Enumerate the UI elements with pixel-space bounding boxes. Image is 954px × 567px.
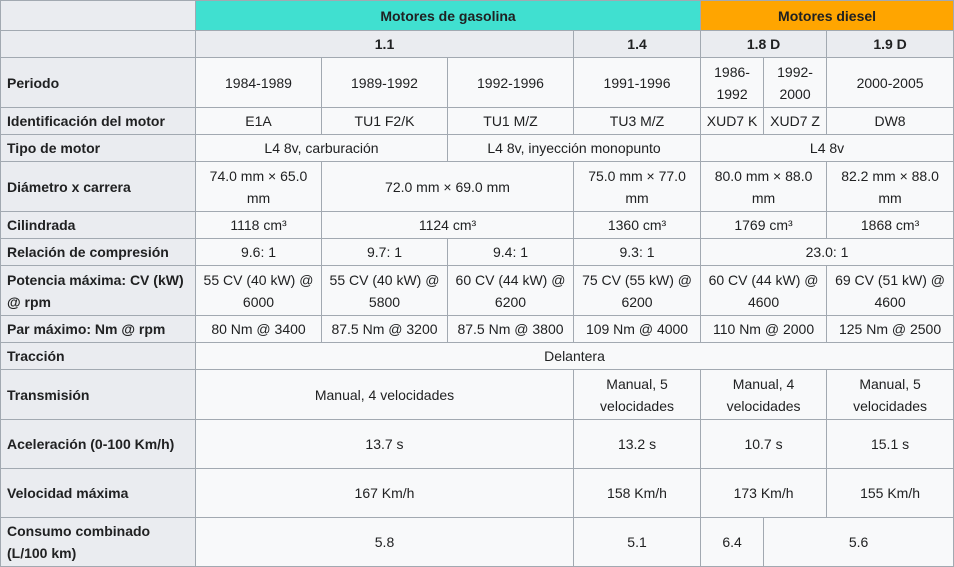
corner	[0, 30, 196, 58]
cell: E1A	[195, 107, 322, 135]
cell: 167 Km/h	[195, 468, 574, 518]
cell: 80 Nm @ 3400	[195, 315, 322, 343]
cell: 5.8	[195, 517, 574, 567]
cell: DW8	[826, 107, 954, 135]
cell: 13.7 s	[195, 419, 574, 469]
row-label: Tracción	[0, 342, 196, 370]
table-row: Cilindrada 1118 cm³ 1124 cm³ 1360 cm³ 1769 c…	[0, 211, 954, 239]
cell: 1984-1989	[195, 57, 322, 108]
cell: Manual, 4 velocidades	[195, 369, 574, 420]
cell: 1769 cm³	[700, 211, 828, 239]
table-row: Relación de compresión 9.6: 1 9.7: 1 9.4: 1…	[0, 238, 954, 266]
cell: 23.0: 1	[700, 238, 954, 266]
cell: 1124 cm³	[321, 211, 574, 239]
row-label: Aceleración (0-100 Km/h)	[0, 419, 196, 469]
table-row: Aceleración (0-100 Km/h) 13.7 s 13.2 s 10.7…	[0, 419, 954, 469]
engine-header: 1.8 D	[700, 30, 828, 58]
cell: 1986-1992	[700, 57, 765, 108]
cell: 82.2 mm × 88.0 mm	[826, 161, 954, 212]
cell: 1989-1992	[321, 57, 448, 108]
cell: TU1 M/Z	[447, 107, 574, 135]
cell: 10.7 s	[700, 419, 828, 469]
engine-header: 1.4	[572, 30, 702, 58]
cell: 87.5 Nm @ 3200	[321, 315, 448, 343]
cell: 9.3: 1	[572, 238, 702, 266]
cell: L4 8v, carburación	[195, 134, 448, 162]
row-label: Periodo	[0, 57, 196, 108]
cell: 9.7: 1	[321, 238, 448, 266]
cell: XUD7 K	[700, 107, 765, 135]
table-row: Consumo combinado (L/100 km) 5.8 5.1 6.4 5.6	[0, 517, 954, 567]
cell: 75 CV (55 kW) @ 6200	[572, 265, 702, 316]
row-label: Identificación del motor	[0, 107, 196, 135]
cell: 173 Km/h	[700, 468, 828, 518]
cell: 9.4: 1	[447, 238, 574, 266]
table-row: Velocidad máxima 167 Km/h 158 Km/h 173 Km/h…	[0, 468, 954, 518]
table-row: Periodo 1984-1989 1989-1992 1992-1996 1991-1…	[0, 57, 954, 108]
row-label: Diámetro x carrera	[0, 161, 196, 212]
cell: 2000-2005	[826, 57, 954, 108]
cell: 80.0 mm × 88.0 mm	[700, 161, 828, 212]
cell: 74.0 mm × 65.0 mm	[195, 161, 322, 212]
row-label: Potencia máxima: CV (kW) @ rpm	[0, 265, 196, 316]
cell: L4 8v, inyección monopunto	[446, 134, 702, 162]
cell: 110 Nm @ 2000	[700, 315, 828, 343]
row-label: Par máximo: Nm @ rpm	[0, 315, 196, 343]
row-label: Tipo de motor	[0, 134, 196, 162]
cell: 1991-1996	[572, 57, 702, 108]
cell: 1868 cm³	[826, 211, 954, 239]
group-row: Motores de gasolina Motores diesel	[0, 0, 954, 31]
cell: 1992-2000	[763, 57, 828, 108]
table-row: Diámetro x carrera 74.0 mm × 65.0 mm 72.0 …	[0, 161, 954, 212]
cell: 60 CV (44 kW) @ 6200	[447, 265, 574, 316]
table-row: Transmisión Manual, 4 velocidades Manual, …	[0, 369, 954, 420]
cell: 72.0 mm × 69.0 mm	[321, 161, 574, 212]
table-row: Identificación del motor E1A TU1 F2/K TU1 M…	[0, 107, 954, 135]
row-label: Velocidad máxima	[0, 468, 196, 518]
cell: 155 Km/h	[826, 468, 954, 518]
cell: 6.4	[700, 517, 765, 567]
cell: 9.6: 1	[195, 238, 322, 266]
table-row: Potencia máxima: CV (kW) @ rpm 55 CV (40 …	[0, 265, 954, 316]
cell: L4 8v	[700, 134, 954, 162]
cell: 5.6	[763, 517, 954, 567]
cell: 87.5 Nm @ 3800	[447, 315, 574, 343]
cell: 1992-1996	[447, 57, 574, 108]
cell: TU1 F2/K	[321, 107, 448, 135]
cell: 158 Km/h	[572, 468, 702, 518]
engine-row: 1.1 1.4 1.8 D 1.9 D	[0, 30, 954, 58]
corner	[0, 0, 196, 31]
group-header: Motores diesel	[700, 0, 954, 31]
cell: 1118 cm³	[195, 211, 322, 239]
cell: 15.1 s	[826, 419, 954, 469]
cell: Delantera	[194, 342, 954, 370]
row-label: Cilindrada	[0, 211, 196, 239]
cell: 5.1	[572, 517, 702, 567]
cell: 55 CV (40 kW) @ 6000	[195, 265, 322, 316]
cell: 1360 cm³	[572, 211, 702, 239]
table-row: Tipo de motor L4 8v, carburación L4 8v, in…	[0, 134, 954, 162]
cell: XUD7 Z	[763, 107, 828, 135]
cell: TU3 M/Z	[572, 107, 702, 135]
row-label: Relación de compresión	[0, 238, 196, 266]
cell: 69 CV (51 kW) @ 4600	[826, 265, 954, 316]
cell: Manual, 5 velocidades	[826, 369, 954, 420]
table-row: Tracción Delantera	[0, 342, 954, 370]
cell: 55 CV (40 kW) @ 5800	[321, 265, 448, 316]
row-label: Consumo combinado (L/100 km)	[0, 517, 196, 567]
cell: 13.2 s	[572, 419, 702, 469]
cell: Manual, 5 velocidades	[572, 369, 702, 420]
cell: 60 CV (44 kW) @ 4600	[700, 265, 828, 316]
cell: 125 Nm @ 2500	[826, 315, 954, 343]
cell: 109 Nm @ 4000	[572, 315, 702, 343]
cell: 75.0 mm × 77.0 mm	[572, 161, 702, 212]
group-header: Motores de gasolina	[194, 0, 702, 31]
table-row: Par máximo: Nm @ rpm 80 Nm @ 3400 87.5 Nm …	[0, 315, 954, 343]
row-label: Transmisión	[0, 369, 196, 420]
engine-header: 1.9 D	[826, 30, 954, 58]
cell: Manual, 4 velocidades	[700, 369, 828, 420]
engine-header: 1.1	[195, 30, 574, 58]
